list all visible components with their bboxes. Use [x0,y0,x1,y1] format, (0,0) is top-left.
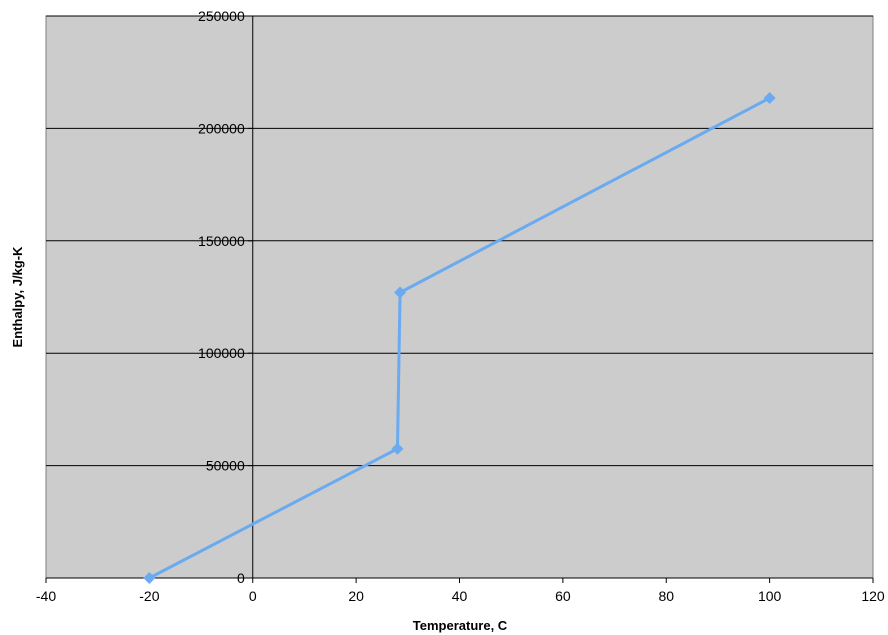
x-axis-title: Temperature, C [413,618,508,633]
y-tick-label: 200000 [198,120,245,136]
data-point [394,286,407,299]
y-tick-label: 100000 [198,345,245,361]
gridlines [46,15,873,467]
x-tick-label: -40 [36,588,56,604]
x-tick-labels: -40 -20 0 20 40 60 80 100 120 [36,588,885,604]
x-tick-label: 40 [452,588,468,604]
data-point [391,442,404,455]
y-axis-title: Enthalpy, J/kg-K [10,246,25,347]
x-tick-label: 60 [555,588,571,604]
data-point [763,92,776,105]
y-tick-label: 0 [237,570,245,586]
y-tick-label: 50000 [206,458,245,474]
x-tick-label: 80 [658,588,674,604]
x-tick-label: 0 [249,588,257,604]
x-tick-label: 120 [861,588,885,604]
axes [45,15,874,583]
x-tick-label: -20 [139,588,159,604]
data-point [143,572,156,584]
x-tick-label: 20 [348,588,364,604]
series-layer [143,92,776,584]
x-tick-label: 100 [758,588,782,604]
y-tick-label: 250000 [198,8,245,24]
plot-area [45,15,874,579]
y-tick-label: 150000 [198,233,245,249]
series-line [148,96,771,580]
y-tick-labels: 0 50000 100000 150000 200000 250000 [198,8,245,586]
